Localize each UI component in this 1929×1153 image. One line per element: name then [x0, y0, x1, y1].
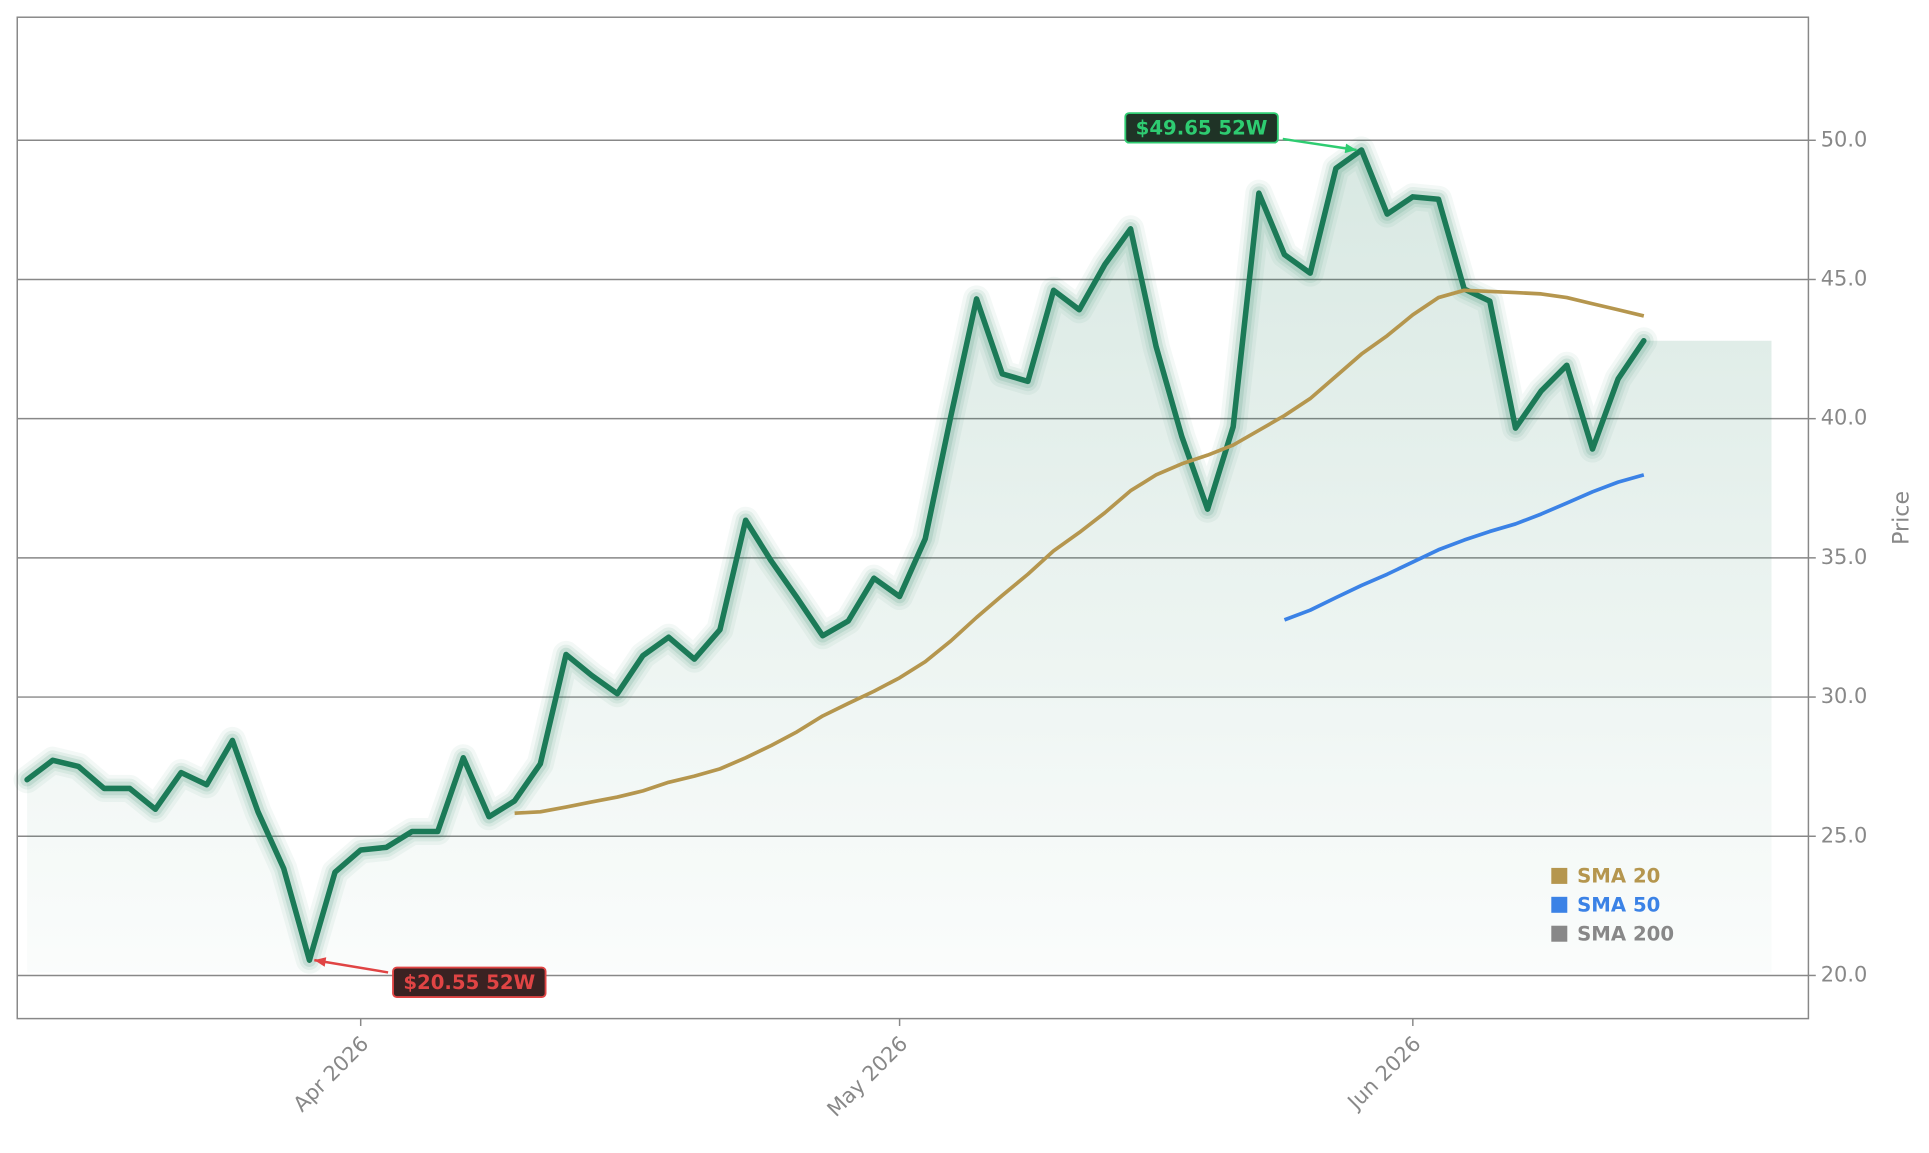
plot-frame — [16, 16, 1810, 1020]
price-line — [24, 147, 1647, 963]
annotation-arrowhead — [1344, 143, 1357, 154]
legend-label: SMA 50 — [1577, 894, 1660, 917]
x-tick-label: Jun 2026 — [1342, 1032, 1426, 1116]
sma-line — [1283, 473, 1645, 622]
y-tick-label: 50.0 — [1821, 127, 1868, 151]
sma-line — [514, 288, 1645, 816]
legend-swatch — [1551, 867, 1568, 884]
legend-label: SMA 200 — [1577, 922, 1674, 945]
y-tick-label: 35.0 — [1821, 545, 1868, 569]
annotation-arrow — [314, 958, 389, 974]
y-axis-label: Price — [1888, 491, 1914, 545]
annotation-label: $20.55 52W — [403, 971, 535, 994]
annotation-label: $49.65 52W — [1136, 117, 1268, 140]
legend-swatch — [1551, 896, 1568, 913]
y-tick-label: 25.0 — [1821, 823, 1868, 847]
x-tick-label: Apr 2026 — [289, 1032, 374, 1117]
annotation: $20.55 52W — [392, 966, 547, 998]
y-tick-label: 45.0 — [1821, 266, 1868, 290]
annotation: $49.65 52W — [1124, 112, 1279, 144]
legend: SMA 20 SMA 50 SMA 200 — [1551, 865, 1674, 945]
price-area — [27, 149, 1772, 973]
annotation-arrow — [1282, 137, 1357, 152]
legend-label: SMA 20 — [1577, 865, 1660, 888]
legend-swatch — [1551, 925, 1568, 942]
y-tick-label: 40.0 — [1821, 406, 1868, 430]
y-tick-label: 30.0 — [1821, 684, 1868, 708]
y-tick-label: 20.0 — [1821, 962, 1868, 986]
annotation-box — [392, 966, 547, 998]
annotation-box — [1124, 112, 1279, 144]
x-tick-label: May 2026 — [822, 1032, 912, 1122]
annotation-arrowhead — [314, 957, 327, 967]
